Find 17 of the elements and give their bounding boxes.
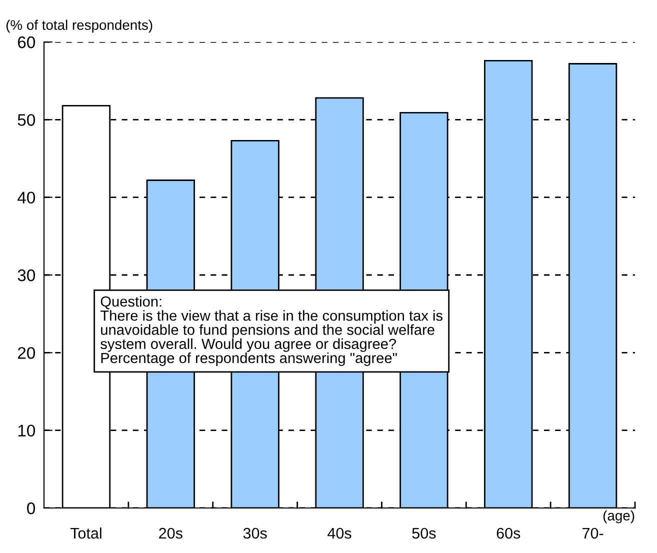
x-tick-label: 70- (582, 528, 604, 539)
y-tick-label: 0 (27, 502, 36, 514)
y-tick-label: 50 (18, 114, 36, 126)
x-axis-title: (age) (603, 510, 634, 524)
y-tick-label: 60 (18, 36, 36, 48)
x-tick-label: 40s (328, 528, 352, 539)
x-tick-label: Total (70, 527, 102, 539)
x-tick-label: 50s (412, 528, 436, 539)
y-tick-label: 10 (18, 424, 36, 437)
x-tick-label: 20s (159, 528, 182, 539)
x-tick-label: 60s (496, 528, 520, 539)
y-axis-title: (% of total respondents) (6, 20, 152, 33)
y-tick-label: 40 (18, 192, 36, 204)
y-tick-label: 20 (18, 347, 36, 359)
x-tick-label: 30s (243, 528, 267, 539)
y-tick-label: 30 (18, 269, 36, 282)
annotation: Question: There is the view that a rise in the consumption tax is unavoidable to fund pensions and the social welfare system overall. Would you agree or disagree? Percentage of respondents answering "agree" (100, 296, 442, 366)
